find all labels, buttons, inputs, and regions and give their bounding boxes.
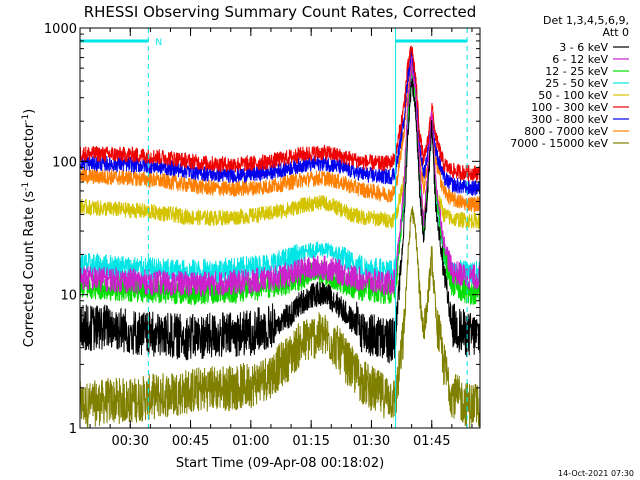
legend-label-7: 300 - 800 keV — [531, 113, 608, 126]
chart-title: RHESSI Observing Summary Count Rates, Co… — [84, 3, 477, 21]
series-line-6 — [79, 45, 481, 182]
x-tick-label-5: 01:30 — [353, 434, 390, 449]
legend-label-1: 3 - 6 keV — [559, 41, 608, 54]
legend-label-9: 7000 - 15000 keV — [510, 137, 608, 150]
y-axis-label: Corrected Count Rate (s-1 detector-1) — [21, 109, 37, 347]
legend-header-2: Att 0 — [603, 26, 629, 39]
x-axis-label: Start Time (09-Apr-08 00:18:02) — [176, 456, 384, 471]
plot-content: N — [79, 28, 481, 428]
y-tick-label-2: 10 — [60, 289, 77, 304]
legend-label-5: 50 - 100 keV — [538, 89, 608, 102]
y-tick-label-4: 1000 — [44, 22, 77, 37]
x-tick-label-2: 00:45 — [172, 434, 209, 449]
series-line-9 — [79, 206, 481, 428]
legend-label-4: 25 - 50 keV — [545, 77, 608, 90]
x-tick-label-6: 01:45 — [413, 434, 450, 449]
series-line-7 — [79, 48, 481, 197]
y-axis-label-part-1: Corrected Count Rate (s — [22, 191, 37, 348]
legend-label-2: 6 - 12 keV — [552, 53, 608, 66]
legend-label-6: 100 - 300 keV — [531, 101, 608, 114]
y-tick-label-1: 1 — [69, 422, 77, 437]
axes: 00:30 00:45 01:00 01:15 01:30 01:45 1 10 100 1000 — [44, 22, 480, 449]
timestamp: 14-Oct-2021 07:30 — [558, 469, 634, 478]
y-axis-label-part-3: detector — [22, 122, 37, 182]
x-tick-label-3: 01:00 — [232, 434, 269, 449]
y-tick-label-3: 100 — [52, 155, 77, 170]
x-tick-label-1: 00:30 — [112, 434, 149, 449]
y-axis-label-part-2: -1 — [21, 182, 31, 191]
y-axis-label-part-4: -1 — [21, 114, 31, 123]
legend-label-3: 12 - 25 keV — [545, 65, 608, 78]
plot-frame — [79, 27, 481, 429]
series-line-1 — [79, 78, 481, 364]
x-tick-label-4: 01:15 — [292, 434, 329, 449]
flag-label: N — [155, 38, 162, 48]
legend-header-1: Det 1,3,4,5,6,9, — [543, 14, 629, 27]
series-line-2 — [79, 56, 481, 297]
y-axis-label-part-5: ) — [22, 109, 37, 114]
legend-label-8: 800 - 7000 keV — [524, 125, 608, 138]
